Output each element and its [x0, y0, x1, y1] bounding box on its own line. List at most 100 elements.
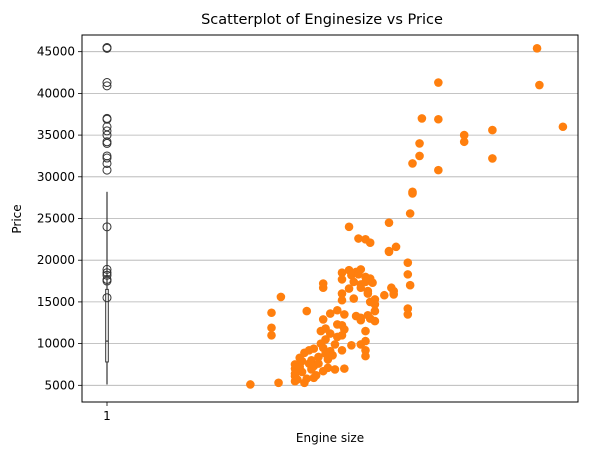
- scatter-point: [361, 351, 370, 361]
- scatter-point: [384, 246, 394, 256]
- x-axis-label: Engine size: [296, 431, 364, 445]
- scatter-point: [337, 295, 347, 305]
- scatter-point: [417, 114, 427, 123]
- boxplot-box: [105, 288, 109, 363]
- scatter-point: [344, 284, 354, 293]
- scatter-point: [344, 222, 354, 232]
- scatter-point: [347, 340, 356, 350]
- scatter-point: [370, 306, 380, 316]
- y-tick-label: 40000: [37, 86, 75, 100]
- scatter-point: [370, 300, 380, 309]
- scatter-point: [354, 234, 363, 243]
- y-tick-label: 5000: [44, 378, 75, 392]
- y-tick-label: 30000: [37, 170, 75, 184]
- scatter-point: [349, 294, 359, 303]
- boxplot-outlier: [102, 81, 112, 91]
- scatter-point: [356, 315, 366, 325]
- gridlines: [82, 51, 578, 386]
- scatter-point: [405, 280, 415, 290]
- scatter-point: [267, 330, 276, 340]
- scatter-point: [535, 80, 544, 90]
- scatter-point: [356, 283, 366, 293]
- scatter-point: [415, 139, 424, 148]
- scatter-point: [488, 125, 497, 135]
- scatter-point: [302, 306, 312, 316]
- scatter-point: [276, 292, 286, 302]
- scatter-point: [318, 315, 328, 324]
- scatter-point: [363, 289, 373, 298]
- scatter-point: [384, 218, 394, 227]
- scatter-point: [293, 375, 302, 384]
- scatter-point: [434, 78, 443, 87]
- scatter-point: [337, 275, 347, 284]
- scatter-point: [302, 374, 312, 383]
- boxplot-outlier: [102, 78, 112, 88]
- scatter-point: [337, 345, 347, 355]
- scatter-point: [403, 258, 413, 268]
- scatter-point: [368, 278, 377, 288]
- scatter-point: [434, 114, 443, 124]
- scatter-point: [532, 44, 542, 53]
- scatter-point: [408, 189, 417, 198]
- scatter-point: [330, 365, 340, 374]
- boxplot-outlier: [102, 276, 112, 286]
- scatter-point: [323, 363, 333, 373]
- scatter-point: [488, 154, 497, 163]
- y-tick-label: 45000: [37, 45, 75, 59]
- y-axis-label: Price: [10, 204, 24, 233]
- y-tick-label: 20000: [37, 253, 75, 267]
- scatter-point: [459, 130, 469, 140]
- scatter-point: [337, 289, 347, 298]
- scatter-point: [434, 165, 443, 175]
- boxplot-outlier: [102, 113, 112, 123]
- y-tick-label: 25000: [37, 212, 75, 226]
- scatter-point: [297, 356, 307, 366]
- scatter-point: [370, 316, 380, 326]
- scatter-point: [325, 329, 335, 338]
- scatter-point: [314, 359, 323, 368]
- scatter-point: [389, 290, 399, 299]
- boxplot-outlier: [102, 153, 112, 163]
- scatter-point: [340, 325, 349, 334]
- y-tick-label: 10000: [37, 337, 75, 351]
- scatter-point: [408, 159, 417, 168]
- y-tick-label: 15000: [37, 295, 75, 309]
- plot-marks: [102, 43, 568, 389]
- boxplot-outlier: [102, 137, 112, 147]
- scatter-point: [318, 279, 328, 288]
- scatter-point: [330, 340, 340, 349]
- scatter-point: [380, 290, 389, 300]
- scatter-point: [558, 122, 568, 132]
- scatter-point: [309, 344, 319, 353]
- scatter-point: [267, 308, 276, 318]
- boxplot-outlier: [102, 151, 112, 161]
- scatter-point: [356, 265, 366, 274]
- boxplot-outlier: [102, 264, 112, 274]
- scatter-point: [403, 270, 413, 279]
- scatter-point: [325, 309, 335, 318]
- scatter-point: [340, 310, 349, 319]
- scatter-point: [267, 323, 276, 333]
- scatter-point: [403, 310, 413, 319]
- boxplot-outlier: [102, 270, 112, 280]
- y-tick-label: 35000: [37, 128, 75, 142]
- scatter-point: [415, 151, 424, 161]
- scatter-point: [333, 305, 342, 315]
- scatter-point: [274, 378, 283, 388]
- boxplot-outlier: [102, 165, 112, 175]
- scatter-point: [405, 209, 415, 218]
- scatter-point: [297, 367, 307, 377]
- scatter-point: [246, 380, 255, 389]
- x-tick-label: 1: [103, 409, 111, 423]
- chart-title: Scatterplot of Enginesize vs Price: [201, 12, 443, 28]
- scatter-point: [349, 277, 359, 287]
- scatter-point: [340, 364, 349, 373]
- scatter-point: [361, 326, 370, 336]
- boxplot-outlier: [102, 293, 112, 303]
- scatter-point: [361, 336, 370, 346]
- boxplot-outlier: [102, 126, 112, 136]
- scatter-point: [328, 350, 337, 360]
- scatter-point: [391, 242, 401, 252]
- scatter-point: [337, 268, 347, 278]
